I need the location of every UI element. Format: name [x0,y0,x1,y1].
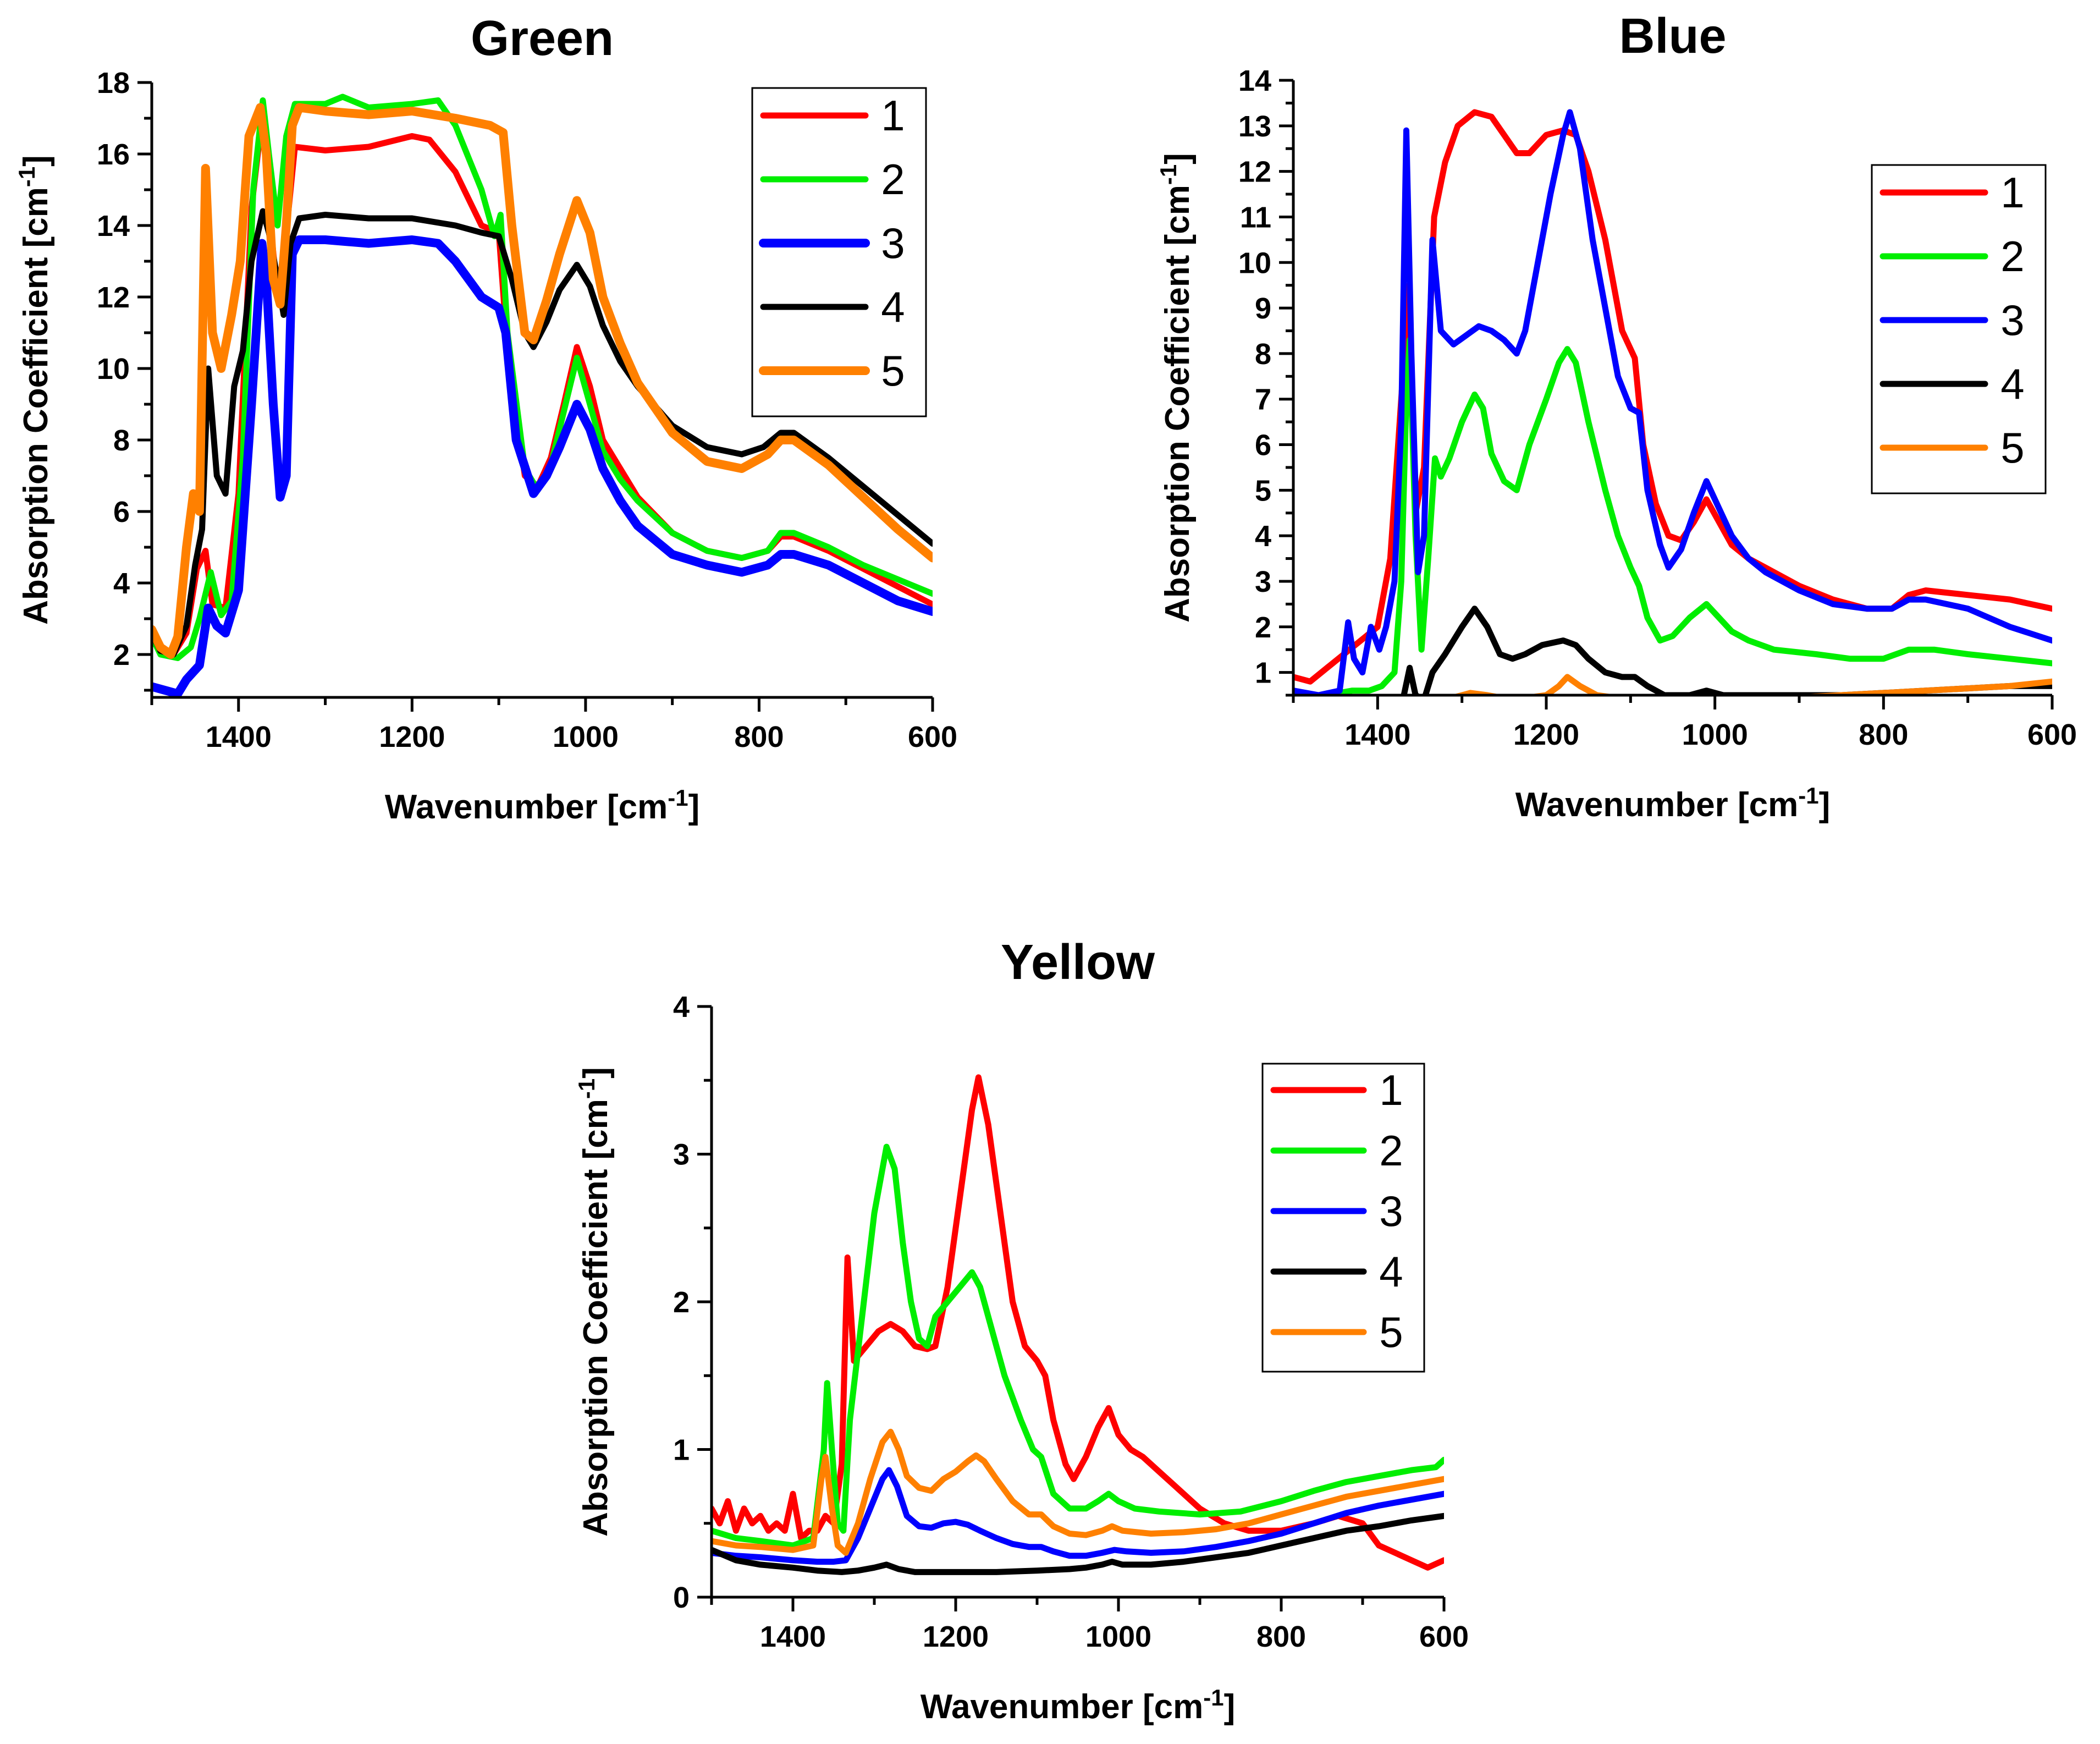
green-legend: 1 2 3 4 5 [751,87,927,417]
blue-legend: 1 2 3 4 5 [1871,164,2047,494]
green-y-tick-label: 10 [97,353,130,386]
green-y-tick-label: 14 [97,210,130,243]
green-x-tick-label: 1400 [206,720,272,753]
yellow-y-axis-label: Absorption Coefficient [cm-1] [574,1067,615,1537]
yellow-x-tick-label: 1400 [760,1620,826,1653]
yellow-series-group [712,1074,1444,1575]
blue-y-tick-label: 9 [1255,292,1271,325]
green-x-tick-label: 800 [734,720,784,753]
blue-legend-label-4: 4 [2000,360,2024,408]
yellow-chart: Yellow 1400 1200 1000 800 600 0 1 2 3 4 Wavenumber … [574,935,1469,1726]
yellow-x-tick-label: 800 [1256,1620,1306,1653]
blue-x-tick-label: 1400 [1344,718,1410,751]
yellow-legend-label-5: 5 [1379,1308,1403,1356]
blue-y-tick-label: 6 [1255,429,1271,462]
green-legend-label-3: 3 [881,219,905,267]
yellow-y-tick-label: 2 [673,1286,690,1319]
green-y-tick-label: 8 [113,424,130,457]
blue-x-axis-label: Wavenumber [cm-1] [1515,783,1831,824]
blue-legend-label-5: 5 [2000,423,2024,472]
green-series-group [152,93,933,697]
green-legend-label-5: 5 [881,346,905,395]
yellow-series-4-line [712,1512,1444,1575]
yellow-y-tick-label: 3 [673,1138,690,1171]
blue-series-3-line [1293,109,2052,695]
green-y-tick-label: 16 [97,138,130,171]
green-x-tick-label: 1000 [553,720,619,753]
green-y-tick-label: 6 [113,496,130,529]
blue-series-4-line [1401,606,2052,695]
yellow-title: Yellow [1001,935,1155,990]
blue-y-tick-label: 4 [1255,520,1271,553]
blue-y-tick-label: 8 [1255,338,1271,371]
green-x-tick-label: 600 [908,720,957,753]
blue-y-axis-label: Absorption Coefficient [cm-1] [1155,153,1197,623]
blue-y-tick-label: 5 [1255,474,1271,507]
yellow-series-3-line [712,1467,1444,1565]
yellow-series-2-line [712,1143,1444,1549]
blue-x-tick-label: 600 [2027,718,2077,751]
blue-legend-box [1871,164,2047,494]
yellow-y-tick-label: 4 [673,991,690,1024]
green-y-tick-label: 4 [113,567,130,600]
yellow-legend: 1 2 3 4 5 [1261,1063,1425,1373]
blue-y-tick-label: 3 [1255,565,1271,598]
green-y-axis-label: Absorption Coefficient [cm-1] [14,155,56,625]
yellow-legend-label-2: 2 [1379,1126,1403,1175]
yellow-series-5-line [712,1428,1444,1556]
yellow-y-tick-label: 0 [673,1581,690,1614]
green-legend-label-2: 2 [881,155,905,203]
blue-x-tick-label: 1000 [1682,718,1748,751]
green-y-tick-label: 12 [97,281,130,314]
blue-y-tick-label: 14 [1238,64,1271,97]
blue-x-tick-label: 800 [1859,718,1908,751]
green-series-3-line [152,235,933,697]
green-series-2-line [152,93,933,661]
blue-x-tick-label: 1200 [1513,718,1579,751]
blue-title: Blue [1619,9,1726,64]
blue-legend-label-3: 3 [2000,296,2024,344]
yellow-x-axis-label: Wavenumber [cm-1] [921,1685,1236,1726]
blue-y-tick-label: 13 [1238,110,1271,143]
yellow-x-tick-label: 1000 [1085,1620,1151,1653]
blue-y-tick-label: 7 [1255,383,1271,416]
blue-legend-label-2: 2 [2000,232,2024,280]
blue-y-tick-label: 1 [1255,657,1271,690]
green-y-tick-label: 18 [97,67,130,100]
yellow-legend-label-4: 4 [1379,1247,1403,1296]
green-series-5-line [152,103,933,659]
green-legend-label-1: 1 [881,91,905,140]
blue-series-group [1293,109,2052,695]
green-legend-label-4: 4 [881,283,905,331]
green-series-4-line [152,208,933,658]
green-legend-box [751,87,927,417]
blue-series-5-line [1450,674,2052,695]
blue-y-tick-label: 2 [1255,611,1271,644]
yellow-legend-label-1: 1 [1379,1066,1403,1114]
yellow-legend-label-3: 3 [1379,1187,1403,1235]
blue-y-tick-label: 12 [1238,156,1271,189]
blue-y-tick-label: 11 [1240,201,1271,234]
yellow-x-tick-label: 1200 [923,1620,989,1653]
green-x-axis-label: Wavenumber [cm-1] [385,785,700,827]
green-y-tick-label: 2 [113,639,130,672]
yellow-legend-box [1261,1063,1425,1373]
yellow-y-tick-label: 1 [673,1434,690,1467]
blue-y-tick-label: 10 [1238,246,1271,279]
yellow-x-tick-label: 600 [1419,1620,1469,1653]
green-x-tick-label: 1200 [379,720,445,753]
blue-legend-label-1: 1 [2000,168,2024,217]
green-title: Green [471,11,614,66]
